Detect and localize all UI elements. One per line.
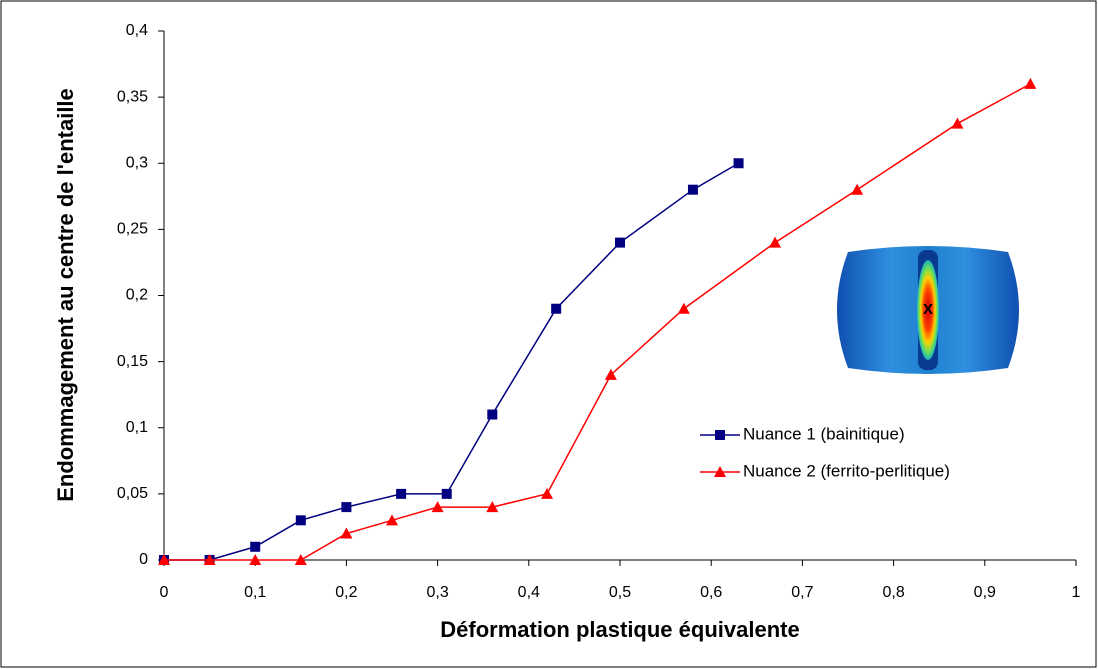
marker xyxy=(487,409,498,420)
x-axis-title: Déformation plastique équivalente xyxy=(440,617,799,642)
x-tick-label: 0,5 xyxy=(609,584,631,601)
series-line xyxy=(164,162,739,561)
y-tick-label: 0,4 xyxy=(126,22,148,39)
legend-marker xyxy=(715,430,725,440)
y-tick-label: 0,1 xyxy=(126,419,148,436)
marker xyxy=(551,303,562,314)
marker xyxy=(249,554,262,565)
legend-marker xyxy=(714,466,726,477)
marker xyxy=(250,541,261,552)
marker xyxy=(386,514,398,526)
inset-label: X xyxy=(923,301,933,318)
marker xyxy=(341,502,352,513)
marker xyxy=(687,184,698,195)
marker xyxy=(203,554,216,565)
x-tick-label: 0,7 xyxy=(791,584,813,601)
marker xyxy=(604,368,617,380)
marker xyxy=(441,488,452,499)
marker xyxy=(294,554,307,565)
marker xyxy=(295,515,306,526)
y-tick-label: 0,35 xyxy=(117,88,148,105)
marker xyxy=(340,527,353,539)
y-tick-label: 0,05 xyxy=(117,485,148,502)
marker xyxy=(615,237,625,248)
legend-label: Nuance 2 (ferrito-perlitique) xyxy=(743,461,950,480)
y-axis-title: Endommagement au centre de l'entaille xyxy=(53,88,78,502)
inset-image xyxy=(837,246,1019,374)
x-tick-label: 0,4 xyxy=(518,584,540,601)
legend-label: Nuance 1 (bainitique) xyxy=(743,424,905,443)
marker xyxy=(769,236,782,248)
x-tick-label: 0,2 xyxy=(335,584,357,601)
marker xyxy=(1024,77,1037,89)
y-tick-label: 0,3 xyxy=(126,154,148,171)
marker xyxy=(733,158,744,169)
marker xyxy=(851,183,864,195)
x-tick-label: 1 xyxy=(1072,584,1081,601)
marker xyxy=(158,554,170,565)
x-tick-label: 0,3 xyxy=(426,584,448,601)
x-tick-label: 0,9 xyxy=(974,584,996,601)
x-tick-label: 0 xyxy=(160,584,169,601)
x-tick-label: 0,8 xyxy=(882,584,904,601)
marker xyxy=(486,501,499,513)
marker xyxy=(396,488,407,499)
y-tick-label: 0,2 xyxy=(126,287,148,304)
marker xyxy=(431,501,444,513)
y-tick-label: 0,15 xyxy=(117,353,148,370)
marker xyxy=(541,487,554,499)
y-tick-label: 0,25 xyxy=(117,221,148,238)
marker xyxy=(677,302,690,314)
marker xyxy=(951,117,964,129)
y-tick-label: 0 xyxy=(139,551,148,568)
x-tick-label: 0,1 xyxy=(244,584,266,601)
x-tick-label: 0,6 xyxy=(700,584,722,601)
